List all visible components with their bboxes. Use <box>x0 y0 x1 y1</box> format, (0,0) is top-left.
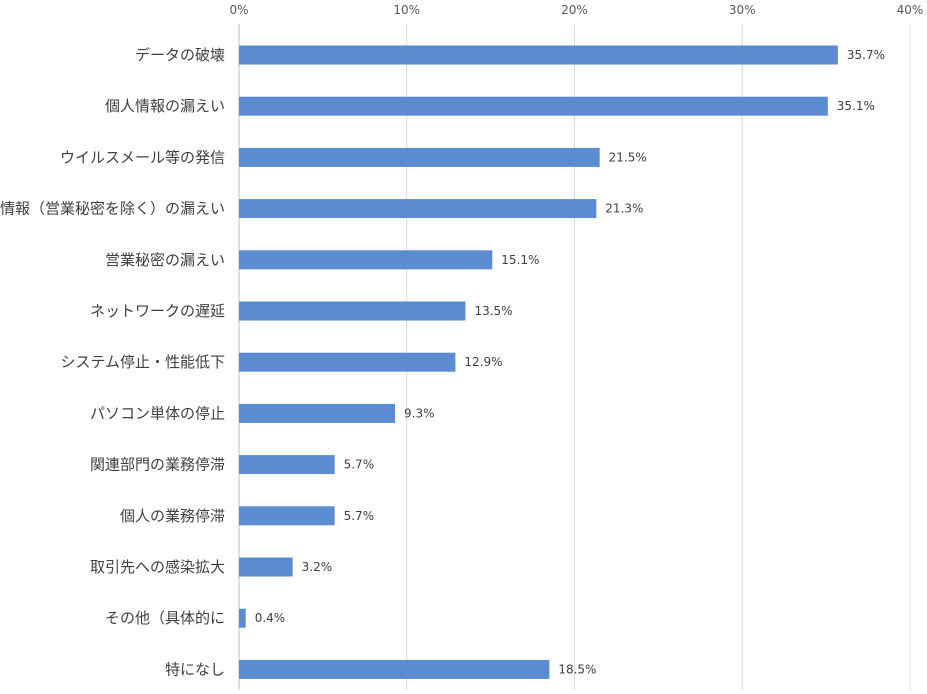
bar <box>239 301 466 321</box>
data-label: 35.1% <box>837 99 875 113</box>
x-tick-label: 0% <box>229 3 248 17</box>
bar <box>239 557 293 577</box>
x-tick-label: 10% <box>393 3 420 17</box>
category-labels: データの破壊個人情報の漏えいウイルスメール等の発信業務情報（営業秘密を除く）の漏… <box>0 46 225 678</box>
category-label: 特になし <box>165 660 225 678</box>
category-label: 個人情報の漏えい <box>105 97 225 115</box>
bar <box>239 45 838 65</box>
data-label: 0.4% <box>255 611 286 625</box>
bar <box>239 403 396 423</box>
category-label: パソコン単体の停止 <box>90 404 225 422</box>
data-label: 21.5% <box>609 150 647 164</box>
data-label: 13.5% <box>474 304 512 318</box>
category-label: 業務情報（営業秘密を除く）の漏えい <box>0 200 225 218</box>
category-label: 取引先への感染拡大 <box>90 558 225 576</box>
bar <box>239 199 597 219</box>
bar <box>239 250 493 270</box>
data-label: 12.9% <box>464 355 502 369</box>
bar <box>239 455 335 475</box>
data-label: 18.5% <box>558 662 596 676</box>
data-label: 35.7% <box>847 48 885 62</box>
data-label: 5.7% <box>344 509 375 523</box>
category-label: 関連部門の業務停滞 <box>90 456 225 474</box>
bar <box>239 352 456 372</box>
x-tick-label: 40% <box>897 3 924 17</box>
x-axis-ticks: 0% 10% 20% 30% 40% <box>229 3 923 17</box>
category-label: その他（具体的に <box>105 609 225 627</box>
data-label: 5.7% <box>344 458 375 472</box>
category-label: システム停止・性能低下 <box>60 353 225 371</box>
data-label: 3.2% <box>302 560 333 574</box>
bar <box>239 96 828 116</box>
category-label: 営業秘密の漏えい <box>105 251 225 269</box>
data-labels: 35.7% 35.1% 21.5% 21.3% 15.1% 13.5% 12.9% 9.3% 5… <box>255 48 885 676</box>
bar <box>239 608 246 628</box>
category-label: ネットワークの遅延 <box>90 302 225 320</box>
category-label: 個人の業務停滞 <box>120 507 225 525</box>
x-tick-label: 20% <box>561 3 588 17</box>
category-label: データの破壊 <box>135 46 225 64</box>
bar <box>239 147 600 167</box>
data-label: 9.3% <box>404 406 435 420</box>
data-label: 15.1% <box>501 253 539 267</box>
data-label: 21.3% <box>605 202 643 216</box>
bar <box>239 659 550 679</box>
category-label: ウイルスメール等の発信 <box>60 148 225 166</box>
x-tick-label: 30% <box>729 3 756 17</box>
bar <box>239 506 335 526</box>
bars <box>239 45 838 679</box>
